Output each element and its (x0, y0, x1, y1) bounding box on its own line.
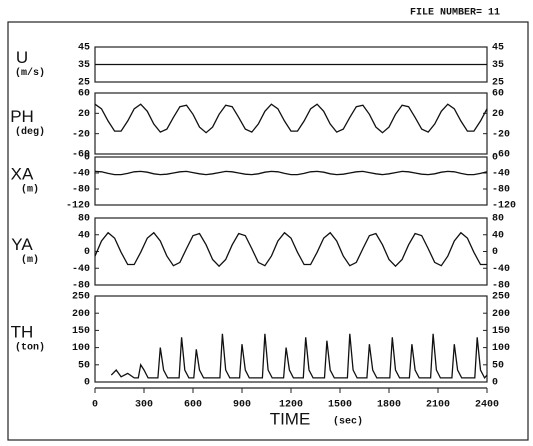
x-tick-label: 1200 (279, 400, 303, 411)
y-tick-label: 0 (84, 153, 90, 164)
x-tick-label: 1800 (377, 400, 401, 411)
y-tick-label: 150 (72, 326, 90, 337)
data-line (94, 103, 488, 134)
x-tick-label: 900 (233, 400, 251, 411)
x-tick-label: 2400 (475, 400, 499, 411)
y2-tick-label: 150 (492, 326, 510, 337)
y-axis-unit: (m) (21, 184, 39, 196)
data-line (94, 231, 487, 268)
y-axis-unit: (ton) (15, 342, 45, 354)
y-axis-unit: (m) (21, 254, 39, 266)
x-axis-unit: (sec) (333, 416, 363, 428)
y2-tick-label: -120 (492, 201, 516, 212)
y2-tick-label: 40 (492, 230, 504, 241)
y2-tick-label: 250 (492, 292, 510, 303)
y2-tick-label: 200 (492, 309, 510, 320)
y-tick-label: 60 (78, 89, 90, 100)
y-tick-label: 0 (84, 247, 90, 258)
y-tick-label: 50 (78, 360, 90, 371)
panel-frame (94, 156, 488, 206)
y2-tick-label: 0 (492, 378, 498, 389)
y-tick-label: -120 (66, 201, 90, 212)
y2-tick-label: 20 (492, 109, 504, 120)
y-tick-label: 250 (72, 292, 90, 303)
y2-tick-label: 80 (492, 214, 504, 225)
y2-tick-label: 0 (492, 247, 498, 258)
y-tick-label: -40 (72, 169, 90, 180)
y2-tick-label: 35 (492, 60, 504, 71)
y-tick-label: 40 (78, 230, 90, 241)
y2-tick-label: -20 (492, 129, 510, 140)
y-tick-label: 20 (78, 109, 90, 120)
y2-tick-label: -40 (492, 169, 510, 180)
panel-frame (94, 295, 488, 383)
y-axis-unit: (m/s) (15, 67, 45, 79)
y-tick-label: 80 (78, 214, 90, 225)
y-tick-label: 45 (78, 43, 90, 54)
y-axis-label: XA (11, 164, 34, 183)
y-axis-unit: (deg) (15, 126, 45, 138)
y2-tick-label: 100 (492, 343, 510, 354)
x-axis-label: TIME (270, 409, 311, 428)
panel-frame (94, 217, 488, 286)
y2-tick-label: -80 (492, 185, 510, 196)
y-axis-label: U (16, 48, 28, 67)
y2-tick-label: 50 (492, 360, 504, 371)
y2-tick-label: -80 (492, 281, 510, 292)
x-tick-label: 0 (92, 400, 98, 411)
y2-tick-label: 45 (492, 43, 504, 54)
y-tick-label: -80 (72, 185, 90, 196)
panel-frame (94, 92, 488, 155)
y2-tick-label: -60 (492, 150, 510, 161)
data-line (94, 170, 488, 176)
y2-tick-label: 60 (492, 89, 504, 100)
y-tick-label: -80 (72, 281, 90, 292)
y-tick-label: 200 (72, 309, 90, 320)
y-tick-label: -60 (72, 150, 90, 161)
y-tick-label: 25 (78, 78, 90, 89)
y-tick-label: 100 (72, 343, 90, 354)
y2-tick-label: 0 (492, 153, 498, 164)
x-tick-label: 2100 (426, 400, 450, 411)
y-axis-label: YA (11, 235, 33, 254)
y2-tick-label: -40 (492, 264, 510, 275)
y-tick-label: -20 (72, 129, 90, 140)
data-line (110, 333, 488, 380)
x-tick-label: 300 (135, 400, 153, 411)
y-tick-label: 0 (84, 378, 90, 389)
y-axis-label: TH (11, 322, 34, 341)
y-tick-label: 35 (78, 60, 90, 71)
y-tick-label: -40 (72, 264, 90, 275)
y2-tick-label: 25 (492, 78, 504, 89)
file-number: FILE NUMBER= 11 (410, 8, 500, 19)
y-axis-label: PH (10, 107, 34, 126)
frame (7, 21, 529, 441)
x-tick-label: 1500 (328, 400, 352, 411)
x-tick-label: 600 (184, 400, 202, 411)
